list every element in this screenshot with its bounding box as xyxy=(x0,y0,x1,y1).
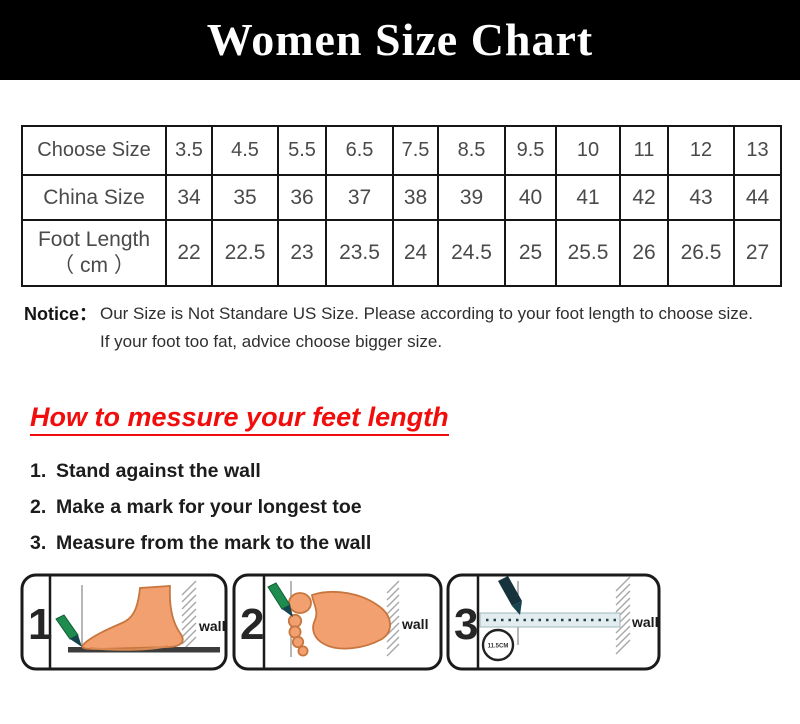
pencil-icon xyxy=(267,582,293,617)
size-cell: 43 xyxy=(667,174,735,221)
table-row-choose-size: Choose Size 3.5 4.5 5.5 6.5 7.5 8.5 9.5 … xyxy=(21,125,782,176)
size-cell: 35 xyxy=(211,174,279,221)
wall-label: wall xyxy=(198,618,225,634)
foot-length-label-line1: Foot Length xyxy=(37,227,151,251)
pencil-icon xyxy=(498,576,522,615)
footprint-icon xyxy=(287,590,391,657)
wall-label: wall xyxy=(631,614,658,630)
size-cell: 10 xyxy=(555,125,621,176)
measure-step-2: 2. Make a mark for your longest toe xyxy=(30,496,371,519)
size-cell: 25 xyxy=(504,219,557,287)
size-cell: 22.5 xyxy=(211,219,279,287)
notice-label: Notice： xyxy=(24,304,98,324)
row-header-choose-size: Choose Size xyxy=(21,125,167,176)
table-row-foot-length: Foot Length （ cm ） 22 22.5 23 23.5 24 24… xyxy=(21,219,782,287)
size-cell: 4.5 xyxy=(211,125,279,176)
sole-shade xyxy=(89,645,169,651)
size-cell: 22 xyxy=(165,219,213,287)
diagram-number: 1 xyxy=(28,600,52,649)
diagram-step-1: 1 wall xyxy=(20,573,228,671)
step-text: Make a mark for your longest toe xyxy=(56,496,362,518)
size-cell: 3.5 xyxy=(165,125,213,176)
size-cell: 26 xyxy=(619,219,669,287)
size-cell: 38 xyxy=(392,174,439,221)
row-header-china-size: China Size xyxy=(21,174,167,221)
size-cell: 23 xyxy=(277,219,327,287)
size-cell: 36 xyxy=(277,174,327,221)
wall-label: wall xyxy=(401,616,428,632)
size-cell: 23.5 xyxy=(325,219,394,287)
notice-line-1: Our Size is Not Standare US Size. Please… xyxy=(100,304,753,323)
size-cell: 44 xyxy=(733,174,782,221)
size-cell: 42 xyxy=(619,174,669,221)
length-circle-label: 11.5CM xyxy=(488,644,509,650)
size-cell: 40 xyxy=(504,174,557,221)
size-cell: 25.5 xyxy=(555,219,621,287)
table-row-china-size: China Size 34 35 36 37 38 39 40 41 42 43… xyxy=(21,174,782,221)
size-cell: 9.5 xyxy=(504,125,557,176)
measure-step-1: 1. Stand against the wall xyxy=(30,460,371,483)
pencil-icon xyxy=(55,614,82,647)
notice-line-2: If your foot too fat, advice choose bigg… xyxy=(100,332,443,351)
size-cell: 13 xyxy=(733,125,782,176)
size-cell: 11 xyxy=(619,125,669,176)
measure-steps: 1. Stand against the wall 2. Make a mark f… xyxy=(30,460,371,568)
size-cell: 34 xyxy=(165,174,213,221)
size-cell: 5.5 xyxy=(277,125,327,176)
size-table: Choose Size 3.5 4.5 5.5 6.5 7.5 8.5 9.5 … xyxy=(21,125,782,287)
step-number: 2. xyxy=(30,496,47,518)
size-cell: 8.5 xyxy=(437,125,506,176)
size-cell: 37 xyxy=(325,174,394,221)
measure-step-3: 3. Measure from the mark to the wall xyxy=(30,532,371,555)
size-cell: 12 xyxy=(667,125,735,176)
size-cell: 27 xyxy=(733,219,782,287)
size-cell: 26.5 xyxy=(667,219,735,287)
diagram-number: 2 xyxy=(240,600,264,649)
measure-heading: How to messure your feet length xyxy=(30,402,449,436)
step-text: Stand against the wall xyxy=(56,460,261,482)
banner: Women Size Chart xyxy=(0,0,800,80)
ruler-icon xyxy=(479,612,621,628)
diagram-number: 3 xyxy=(454,600,478,649)
row-header-foot-length: Foot Length （ cm ） xyxy=(21,219,167,287)
size-cell: 7.5 xyxy=(392,125,439,176)
foot-length-label-line2: （ cm ） xyxy=(53,254,135,277)
notice: Notice： Our Size is Not Standare US Size… xyxy=(24,300,784,356)
size-cell: 39 xyxy=(437,174,506,221)
step-text: Measure from the mark to the wall xyxy=(56,532,372,554)
step-number: 3. xyxy=(30,532,47,554)
wall-hatch-icon xyxy=(181,580,197,652)
size-cell: 6.5 xyxy=(325,125,394,176)
wall-hatch-icon xyxy=(386,580,400,657)
diagram-step-3: 3 11.5CM wall xyxy=(446,573,661,671)
diagram-step-2: 2 wall xyxy=(232,573,443,671)
page-title: Women Size Chart xyxy=(206,14,594,65)
wall-hatch-icon xyxy=(615,576,631,655)
step-number: 1. xyxy=(30,460,47,482)
size-cell: 41 xyxy=(555,174,621,221)
size-cell: 24 xyxy=(392,219,439,287)
size-cell: 24.5 xyxy=(437,219,506,287)
length-circle: 11.5CM xyxy=(481,628,515,662)
